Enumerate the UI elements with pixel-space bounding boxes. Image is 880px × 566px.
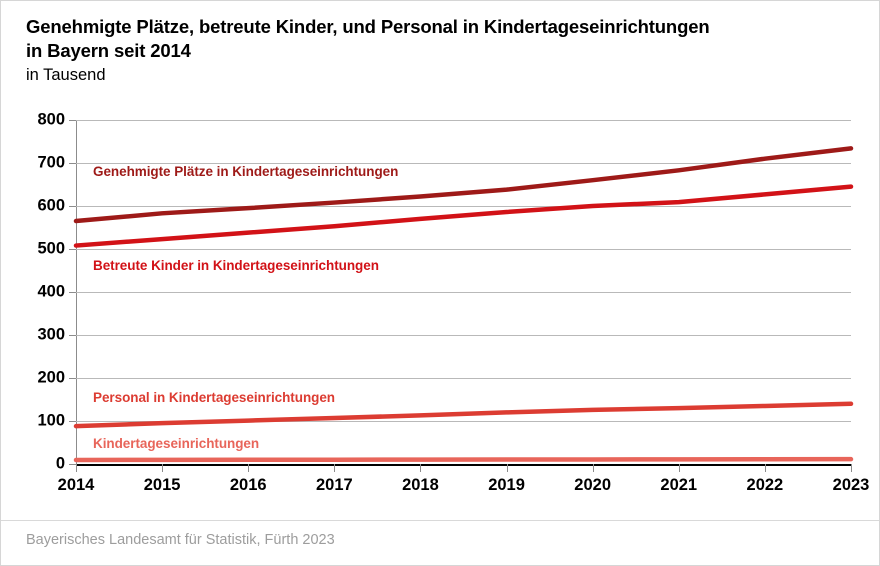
x-tick-label: 2019 <box>488 476 525 494</box>
gridline <box>76 292 851 293</box>
chart-header: Genehmigte Plätze, betreute Kinder, und … <box>26 15 856 87</box>
x-tick-label: 2016 <box>229 476 267 494</box>
y-tick-mark <box>69 335 76 336</box>
y-tick-mark <box>69 378 76 379</box>
y-tick-mark <box>69 120 76 121</box>
gridline <box>76 249 851 250</box>
y-tick-label: 0 <box>55 454 65 473</box>
y-tick-mark <box>69 421 76 422</box>
y-tick-label: 800 <box>37 110 65 129</box>
x-tick-mark <box>334 464 336 472</box>
x-tick-mark <box>248 464 250 472</box>
y-tick-mark <box>69 163 76 164</box>
y-tick-label: 200 <box>37 368 65 387</box>
x-tick-mark <box>420 464 422 472</box>
series-line <box>73 146 854 224</box>
series-line <box>73 401 854 429</box>
series-lines <box>73 146 854 463</box>
y-tick-mark <box>69 249 76 250</box>
gridline <box>76 421 851 422</box>
y-tick-label: 600 <box>37 196 65 215</box>
x-tick-mark <box>76 464 77 472</box>
page-title-line-1: Genehmigte Plätze, betreute Kinder, und … <box>26 16 710 37</box>
series-label: Genehmigte Plätze in Kindertageseinricht… <box>93 164 399 179</box>
series-label: Betreute Kinder in Kindertageseinrichtun… <box>93 258 379 273</box>
x-tick-mark <box>592 464 594 472</box>
x-tick-label: 2023 <box>832 476 870 494</box>
series-line <box>73 184 854 248</box>
y-tick-label: 300 <box>37 325 65 344</box>
y-tick-mark <box>69 206 76 207</box>
x-tick-label: 2017 <box>315 476 353 494</box>
x-axis-line <box>76 464 851 466</box>
chart-subtitle: in Tausend <box>26 66 106 84</box>
series-line <box>73 456 854 463</box>
page-title-line-2: in Bayern seit 2014 <box>26 40 191 61</box>
series-label: Kindertageseinrichtungen <box>93 436 260 451</box>
x-tick-label: 2022 <box>746 476 784 494</box>
series-label: Personal in Kindertageseinrichtungen <box>93 390 335 405</box>
gridline <box>76 335 851 336</box>
x-tick-mark <box>851 464 852 472</box>
x-tick-label: 2015 <box>143 476 181 494</box>
gridline <box>76 120 851 121</box>
x-tick-mark <box>162 464 164 472</box>
y-tick-label: 500 <box>37 239 65 258</box>
y-tick-mark <box>69 464 76 465</box>
x-tick-label: 2021 <box>660 476 698 494</box>
gridline <box>76 378 851 379</box>
y-tick-mark <box>69 292 76 293</box>
x-tick-label: 2014 <box>57 476 95 494</box>
footer-divider <box>1 520 879 521</box>
x-tick-mark <box>764 464 766 472</box>
y-tick-label: 400 <box>37 282 65 301</box>
x-tick-label: 2020 <box>574 476 612 494</box>
source-note: Bayerisches Landesamt für Statistik, Für… <box>26 532 335 548</box>
y-tick-label: 700 <box>37 153 65 172</box>
x-tick-mark <box>678 464 680 472</box>
x-tick-mark <box>506 464 508 472</box>
gridline <box>76 206 851 207</box>
y-tick-label: 100 <box>37 411 65 430</box>
chart-plot-area: 0 100 200 300 400 500 600 700 800 2014 2015 2016 20… <box>37 111 869 495</box>
x-tick-label: 2018 <box>402 476 439 494</box>
gridline <box>76 163 851 164</box>
